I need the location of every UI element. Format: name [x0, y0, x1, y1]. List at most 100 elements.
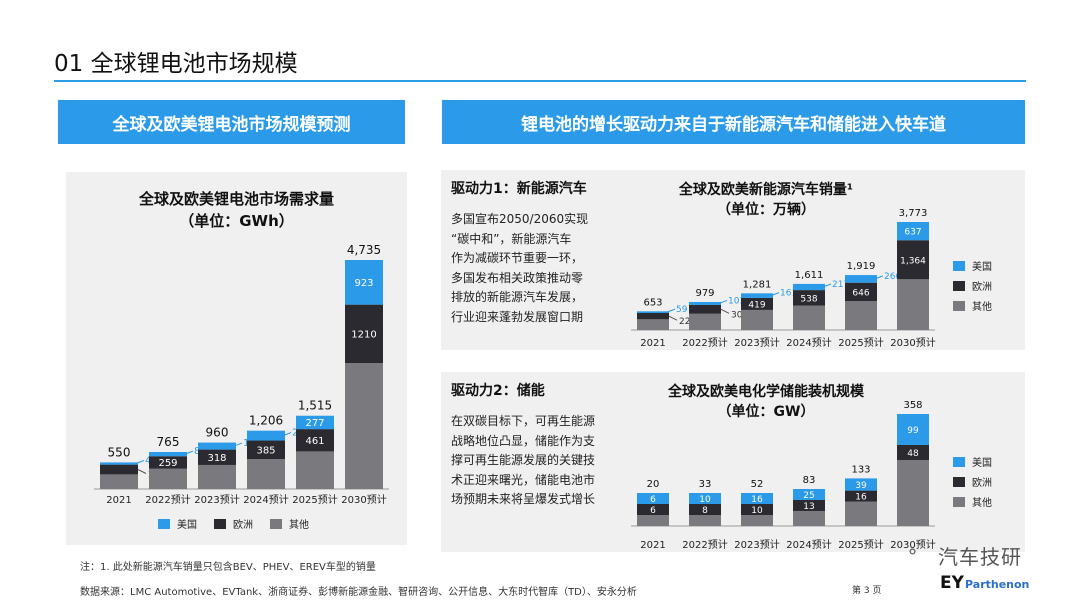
ev-label-us: 217 — [832, 280, 849, 290]
legend-other-label: 其他 — [289, 520, 309, 531]
driver-ev-line: 多国发布相关政策推动零 — [451, 270, 584, 285]
battery-category-label: 2025预计 — [292, 493, 337, 506]
battery-chart-title: 全球及欧美锂电池市场需求量 — [138, 190, 334, 208]
ev-category-label: 2022预计 — [682, 336, 727, 349]
storage-bar-eu — [689, 504, 721, 515]
battery-bar-us — [198, 442, 236, 450]
ev-total-label: 653 — [643, 297, 662, 308]
driver-storage-line: 术正迎来曙光，储能电池市 — [451, 472, 596, 487]
storage-label-eu: 6 — [650, 506, 656, 516]
storage-category-label: 2022预计 — [682, 538, 727, 551]
ev-legend-other-label: 其他 — [972, 302, 992, 313]
storage-bar-other — [897, 459, 929, 526]
ev-bar-other — [845, 301, 877, 330]
storage-total-label: 33 — [699, 479, 712, 490]
battery-label-eu: 385 — [256, 445, 275, 456]
battery-total-label: 1,515 — [298, 399, 332, 413]
ev-bar-eu — [897, 240, 929, 280]
banner-market-forecast: 全球及欧美锂电池市场规模预测 — [58, 100, 405, 144]
battery-label-eu: 1210 — [351, 329, 376, 340]
es-legend-us: 美国 — [953, 454, 992, 469]
battery-category-label: 2022预计 — [145, 493, 190, 506]
battery-bar-us — [100, 462, 138, 465]
page-title: 01 全球锂电池市场规模 — [54, 51, 298, 77]
storage-label-eu: 10 — [751, 506, 763, 516]
storage-label-eu: 13 — [803, 502, 814, 512]
ev-label-eu: 220 — [679, 317, 696, 327]
ev-label-us: 103 — [728, 296, 745, 306]
ev-legend-other: 其他 — [953, 298, 992, 313]
ev-label-eu: 646 — [852, 288, 869, 298]
ev-category-label: 2025预计 — [838, 336, 883, 349]
legend-us-swatch — [158, 518, 170, 529]
ey-logo: EY — [940, 573, 964, 593]
ev-legend-eu-label: 欧洲 — [972, 282, 992, 293]
ev-legend-us-label: 美国 — [972, 262, 992, 273]
driver-ev-line: 行业迎来蓬勃发展窗口期 — [451, 309, 584, 324]
storage-chart-unit: （单位：GW） — [717, 404, 815, 420]
storage-bar-other — [689, 515, 721, 526]
driver-storage-line: 场预期未来将呈爆发式增长 — [451, 492, 596, 506]
es-legend-us-label: 美国 — [972, 458, 992, 469]
storage-chart: 66202021810332022预计1016522023预计132583202… — [631, 400, 936, 551]
storage-bar-eu — [845, 490, 877, 502]
battery-leader-us — [282, 432, 292, 437]
battery-category-label: 2023预计 — [194, 493, 239, 506]
es-legend-other-swatch — [953, 496, 965, 507]
storage-label-us: 25 — [803, 491, 814, 501]
storage-category-label: 2024预计 — [786, 538, 831, 551]
storage-category-label: 2025预计 — [838, 538, 883, 551]
battery-label-eu: 461 — [305, 436, 324, 447]
battery-bar-other — [198, 464, 236, 489]
battery-label-us: 277 — [305, 418, 324, 429]
driver-storage-text: 在双碳目标下，可再生能源 战略地位凸显，储能作为支 撑可再生能源发展的关键技 术… — [451, 412, 619, 510]
ev-chart-unit: （单位：万辆） — [717, 202, 815, 218]
ev-legend-us: 美国 — [953, 258, 992, 273]
watermark-text: 汽车技研 — [938, 545, 1022, 569]
es-legend-other: 其他 — [953, 494, 992, 509]
driver-ev-title: 驱动力1：新能源汽车 — [451, 181, 587, 197]
banner-growth-drivers: 锂电池的增长驱动力来自于新能源汽车和储能进入快车道 — [442, 100, 1025, 144]
storage-bar-other — [741, 515, 773, 526]
driver-ev-line: 排放的新能源汽车发展， — [451, 290, 584, 304]
legend-us: 美国 — [158, 516, 197, 531]
ev-bar-us — [689, 301, 721, 305]
driver-ev-line: 多国宣布2050/2060实现 — [451, 212, 589, 226]
driver-storage-title: 驱动力2：储能 — [451, 383, 545, 399]
driver-ev-line: 作为减碳环节重要一环， — [451, 251, 584, 265]
ev-label-us: 161 — [780, 289, 797, 299]
ev-bar-other — [793, 305, 825, 330]
ev-total-label: 1,919 — [847, 261, 876, 272]
legend-us-label: 美国 — [177, 520, 197, 531]
driver-storage-line: 撑可再生能源发展的关键技 — [451, 453, 596, 467]
battery-total-label: 4,735 — [347, 243, 381, 257]
battery-chart-unit: （单位：GWh） — [179, 212, 294, 230]
legend-eu-swatch — [214, 518, 226, 529]
battery-total-label: 550 — [108, 445, 131, 459]
battery-bar-us — [149, 452, 187, 457]
battery-demand-panel: 全球及欧美锂电池市场需求量 （单位：GWh） 20246550202125987… — [66, 172, 407, 545]
ev-total-label: 1,611 — [795, 270, 824, 281]
ev-label-us: 637 — [904, 228, 921, 238]
battery-leader-eu — [137, 469, 147, 474]
ev-category-label: 2024预计 — [786, 336, 831, 349]
battery-bar-other — [345, 363, 383, 489]
driver-ev-text: 多国宣布2050/2060实现 “碳中和”，新能源汽车 作为减碳环节重要一环， … — [451, 210, 619, 327]
storage-category-label: 2023预计 — [734, 538, 779, 551]
storage-chart-title: 全球及欧美电化学储能装机规模 — [668, 384, 864, 400]
ev-bar-other — [741, 309, 773, 330]
data-source: 数据来源：LMC Automotive、EVTank、浙商证券、彭博新能源金融、… — [80, 587, 637, 598]
ev-leader-us — [718, 299, 728, 304]
storage-bar-us — [845, 478, 877, 491]
battery-demand-chart: 202465502021259877652022预计3181459602023预… — [94, 243, 389, 506]
battery-bar-us — [345, 260, 383, 305]
es-legend-eu-swatch — [953, 476, 965, 487]
ev-bar-us — [845, 275, 877, 283]
battery-total-label: 1,206 — [249, 414, 283, 428]
ev-leader-us — [666, 308, 676, 313]
ev-bar-us — [793, 283, 825, 291]
ev-legend-eu: 欧洲 — [953, 278, 992, 293]
ev-leader-us — [874, 275, 884, 280]
ev-legend-other-swatch — [953, 300, 965, 311]
storage-bar-other — [637, 515, 669, 526]
